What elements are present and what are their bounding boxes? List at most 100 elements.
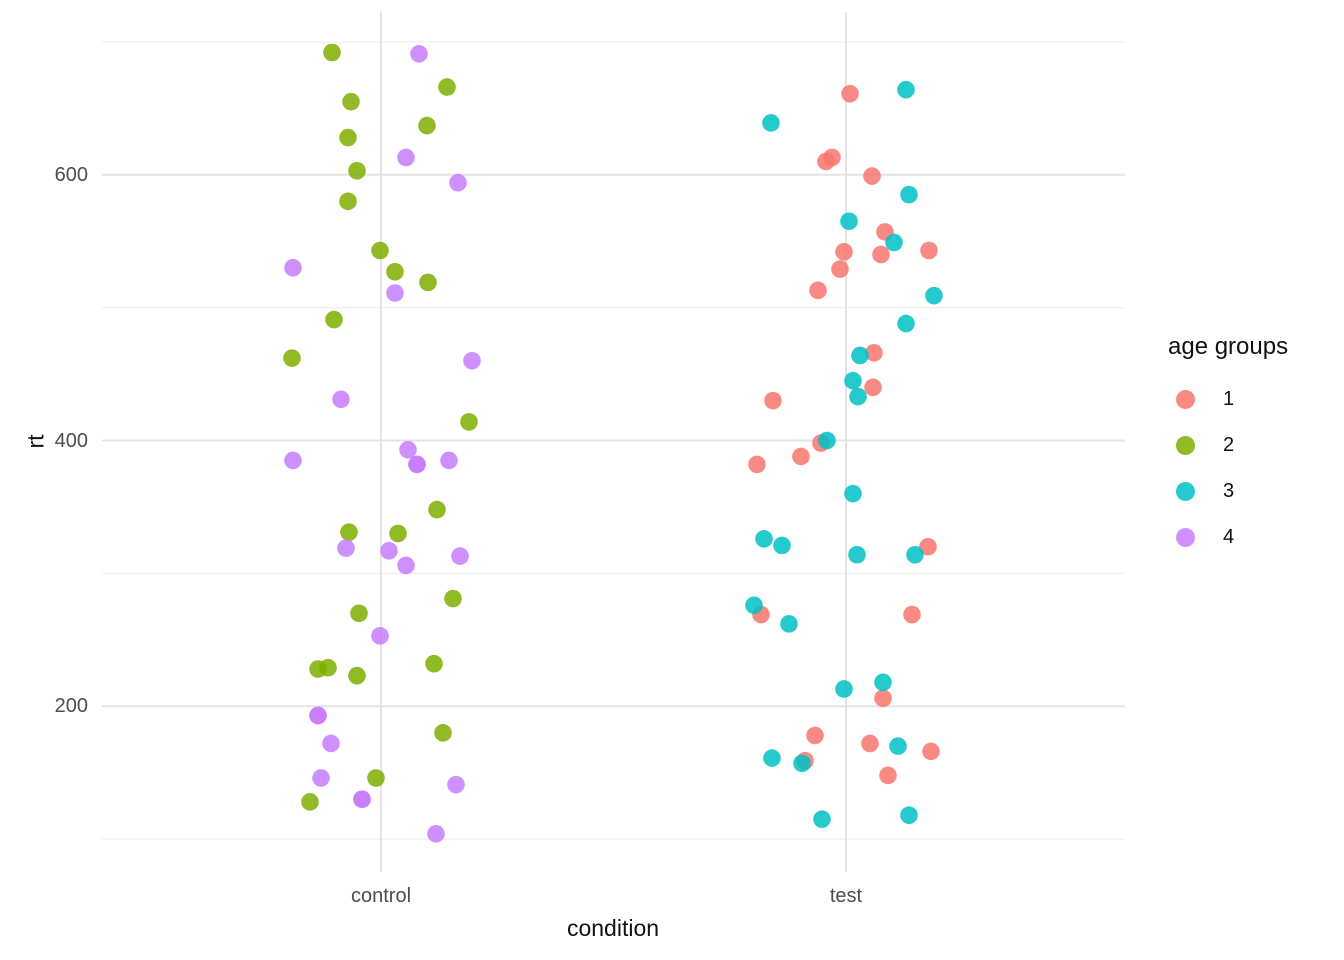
data-point-group-2 <box>371 241 389 260</box>
y-tick-label: 600 <box>54 163 88 186</box>
data-point-group-4 <box>353 790 371 809</box>
data-point-group-1 <box>831 260 849 278</box>
data-point-group-2 <box>325 310 343 329</box>
data-point-group-4 <box>309 706 327 725</box>
data-point-group-4 <box>386 284 404 302</box>
legend-item-label: 3 <box>1223 479 1235 502</box>
data-point-group-2 <box>367 769 385 787</box>
data-point-group-4 <box>440 451 458 470</box>
data-point-group-1 <box>841 84 859 103</box>
data-point-group-4 <box>380 541 398 560</box>
data-point-group-4 <box>447 775 465 794</box>
data-point-group-1 <box>920 241 938 260</box>
legend-title: age groups <box>1168 333 1289 360</box>
data-point-group-1 <box>817 152 835 171</box>
y-tick-label: 400 <box>54 429 88 452</box>
data-point-group-4 <box>449 173 467 192</box>
data-point-group-4 <box>397 148 415 167</box>
y-axis-title: rt <box>22 434 49 449</box>
data-point-group-3 <box>840 212 858 231</box>
data-point-group-1 <box>919 538 937 556</box>
data-point-group-2 <box>425 654 443 673</box>
data-point-group-1 <box>863 167 881 185</box>
data-point-group-3 <box>874 673 892 692</box>
data-point-group-4 <box>397 556 415 575</box>
data-point-group-1 <box>879 766 897 785</box>
x-tick-label-test: test <box>829 885 863 907</box>
data-point-group-4 <box>284 451 302 470</box>
data-point-group-1 <box>872 245 890 264</box>
data-point-group-3 <box>849 387 867 406</box>
x-tick-label-control: control <box>350 885 412 907</box>
data-point-group-1 <box>865 344 883 362</box>
data-point-group-2 <box>283 349 301 367</box>
data-point-group-4 <box>451 547 469 565</box>
data-point-group-3 <box>745 596 763 615</box>
data-point-group-2 <box>348 161 366 180</box>
data-point-group-1 <box>922 742 940 761</box>
legend-item-label: 4 <box>1223 525 1235 548</box>
data-point-group-3 <box>780 615 798 633</box>
data-point-group-3 <box>925 286 943 305</box>
data-point-group-4 <box>371 627 389 645</box>
data-point-group-4 <box>332 390 350 409</box>
data-point-group-3 <box>844 484 862 503</box>
data-point-group-3 <box>906 545 924 564</box>
data-point-group-3 <box>813 810 831 828</box>
data-point-group-4 <box>408 455 426 474</box>
data-point-group-2 <box>348 666 366 685</box>
data-point-group-2 <box>419 273 437 292</box>
legend-item-4: 4 <box>1168 514 1338 560</box>
x-axis-title: condition <box>566 915 660 941</box>
data-point-group-4 <box>284 258 302 277</box>
data-point-group-3 <box>848 545 866 564</box>
data-point-group-1 <box>806 726 824 745</box>
data-point-group-3 <box>897 314 915 333</box>
legend-item-2: 2 <box>1168 422 1338 468</box>
legend-key-dot-icon <box>1176 389 1195 409</box>
data-point-group-3 <box>900 185 918 204</box>
legend-key-dot-icon <box>1176 527 1195 547</box>
data-point-group-3 <box>889 737 907 755</box>
data-point-group-3 <box>885 233 903 252</box>
data-point-group-2 <box>342 92 360 111</box>
data-point-group-3 <box>844 371 862 390</box>
data-point-group-3 <box>793 754 811 773</box>
data-point-group-2 <box>438 78 456 96</box>
data-point-group-2 <box>339 128 357 147</box>
data-point-group-2 <box>460 413 478 431</box>
legend-items: 1 2 3 4 <box>1168 376 1338 560</box>
data-point-group-2 <box>434 724 452 742</box>
data-point-group-3 <box>755 530 773 548</box>
data-point-group-2 <box>350 604 368 623</box>
data-point-group-1 <box>764 391 782 410</box>
data-point-group-3 <box>900 806 918 825</box>
data-point-group-1 <box>874 689 892 708</box>
data-point-group-2 <box>309 660 327 678</box>
data-point-group-3 <box>851 346 869 365</box>
data-point-group-3 <box>818 431 836 450</box>
data-point-group-1 <box>903 605 921 624</box>
data-point-group-4 <box>322 734 340 753</box>
legend-key-dot-icon <box>1176 435 1195 455</box>
data-point-group-4 <box>337 539 355 557</box>
data-point-group-2 <box>428 500 446 519</box>
data-point-group-3 <box>762 114 780 132</box>
data-point-group-4 <box>427 825 445 843</box>
data-point-group-4 <box>463 351 481 370</box>
data-point-group-2 <box>444 589 462 608</box>
data-point-group-2 <box>301 793 319 811</box>
data-point-group-2 <box>340 523 358 541</box>
data-point-group-1 <box>748 455 766 474</box>
legend-key-dot-icon <box>1176 481 1195 501</box>
data-point-group-2 <box>323 43 341 62</box>
legend-item-label: 2 <box>1223 433 1235 456</box>
legend: age groups 1 2 3 4 <box>1168 332 1338 560</box>
legend-item-label: 1 <box>1223 387 1235 410</box>
data-point-group-1 <box>809 281 827 300</box>
data-point-group-3 <box>763 749 781 767</box>
data-point-group-1 <box>864 378 882 397</box>
data-point-group-2 <box>339 192 357 211</box>
data-point-group-2 <box>418 116 436 135</box>
